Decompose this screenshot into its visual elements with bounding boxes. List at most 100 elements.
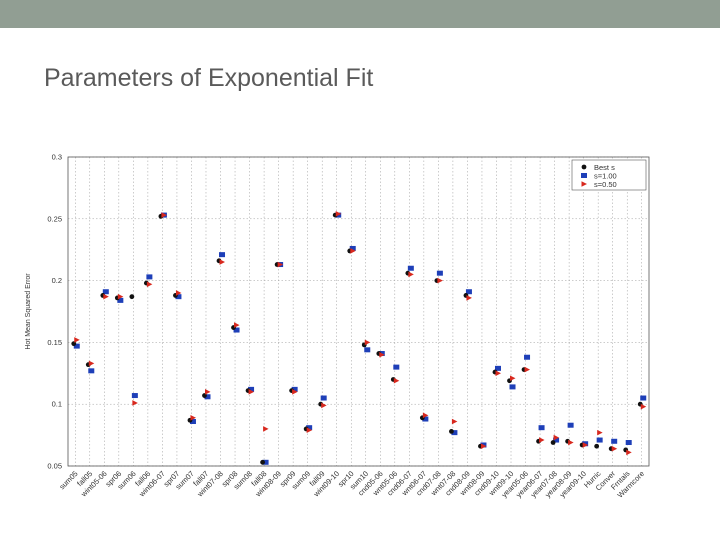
data-point — [466, 295, 472, 301]
data-point — [71, 341, 77, 347]
data-point — [393, 364, 400, 370]
data-point — [364, 347, 371, 353]
data-point — [465, 289, 472, 295]
data-point — [132, 400, 138, 406]
data-point — [422, 412, 429, 419]
data-point — [379, 351, 385, 358]
data-point — [248, 389, 255, 395]
data-point — [509, 384, 516, 390]
data-point — [568, 439, 574, 446]
data-point — [102, 289, 109, 295]
data-point — [262, 459, 269, 465]
data-point — [204, 394, 211, 400]
data-point — [263, 426, 269, 432]
data-point — [204, 389, 211, 395]
data-point — [129, 294, 135, 300]
slide-title: Parameters of Exponential Fit — [44, 64, 374, 92]
data-point — [88, 360, 95, 367]
data-point — [611, 445, 618, 452]
data-point — [480, 443, 487, 450]
data-point — [567, 422, 574, 428]
data-point — [74, 337, 80, 343]
data-point — [596, 437, 603, 443]
data-point — [436, 270, 443, 276]
data-markers — [71, 211, 647, 465]
legend-entry: Best s — [594, 163, 615, 172]
data-point — [248, 386, 255, 392]
legend-entry: s=0.50 — [594, 180, 617, 189]
data-point — [494, 365, 501, 371]
data-point — [451, 430, 458, 436]
data-point — [594, 443, 600, 449]
data-point — [291, 386, 298, 392]
data-point — [292, 389, 298, 395]
data-point — [510, 375, 516, 382]
x-axis: sum05fall05wint05-06spr06sum06fall06wint… — [57, 469, 646, 500]
data-point — [306, 425, 313, 431]
data-point — [524, 366, 531, 373]
data-point — [73, 343, 80, 349]
data-point — [350, 248, 356, 254]
plot-frame — [67, 156, 650, 467]
data-point — [408, 271, 414, 278]
data-point — [335, 211, 342, 217]
data-point — [277, 261, 284, 268]
data-point — [175, 294, 182, 300]
data-point — [219, 252, 226, 258]
y-tick-label: 0.25 — [47, 214, 62, 223]
data-point — [524, 354, 531, 360]
data-point — [437, 277, 443, 284]
legend-marker — [581, 173, 587, 178]
data-point — [553, 437, 560, 443]
data-point — [320, 395, 327, 401]
data-point — [233, 327, 240, 333]
data-point — [625, 440, 632, 446]
data-point — [175, 290, 182, 296]
data-point — [407, 265, 414, 271]
data-point — [202, 393, 207, 398]
data-point — [640, 403, 647, 410]
data-point — [103, 293, 109, 300]
data-point — [449, 428, 454, 434]
legend-marker — [581, 181, 587, 187]
y-tick-label: 0.1 — [52, 400, 62, 409]
legend-marker — [581, 164, 587, 170]
data-point — [611, 438, 618, 444]
top-banner — [0, 0, 720, 28]
data-point — [88, 368, 95, 374]
data-point — [146, 274, 153, 280]
data-point — [393, 377, 400, 384]
grid — [68, 156, 649, 467]
data-point — [550, 440, 556, 445]
data-point — [321, 402, 327, 409]
data-point — [640, 395, 647, 401]
data-point — [146, 281, 153, 288]
data-point — [131, 393, 138, 399]
data-point — [582, 442, 589, 448]
data-point — [422, 416, 429, 422]
y-tick-label: 0.2 — [52, 276, 62, 285]
data-point — [306, 427, 313, 433]
data-point — [495, 370, 501, 377]
data-point — [117, 297, 124, 303]
y-tick-label: 0.15 — [47, 338, 62, 347]
data-point — [189, 419, 196, 425]
data-point — [626, 449, 632, 456]
data-point — [260, 459, 265, 465]
data-point — [161, 212, 167, 218]
data-point — [234, 322, 240, 328]
data-point — [538, 425, 545, 431]
data-point — [349, 245, 356, 251]
legend: Best ss=1.00s=0.50 — [571, 159, 647, 191]
legend-entry: s=1.00 — [594, 171, 617, 180]
y-tick-label: 0.3 — [52, 153, 62, 162]
data-point — [117, 293, 124, 300]
y-axis: 0.05 0.1 0.15 0.2 0.25 0.3 — [47, 153, 62, 471]
data-point — [219, 259, 226, 265]
y-tick-label: 0.05 — [47, 462, 62, 471]
y-axis-label: Hot Mean Squared Error — [25, 273, 32, 350]
data-point — [451, 418, 458, 425]
data-point — [597, 429, 603, 436]
data-point — [364, 339, 371, 346]
